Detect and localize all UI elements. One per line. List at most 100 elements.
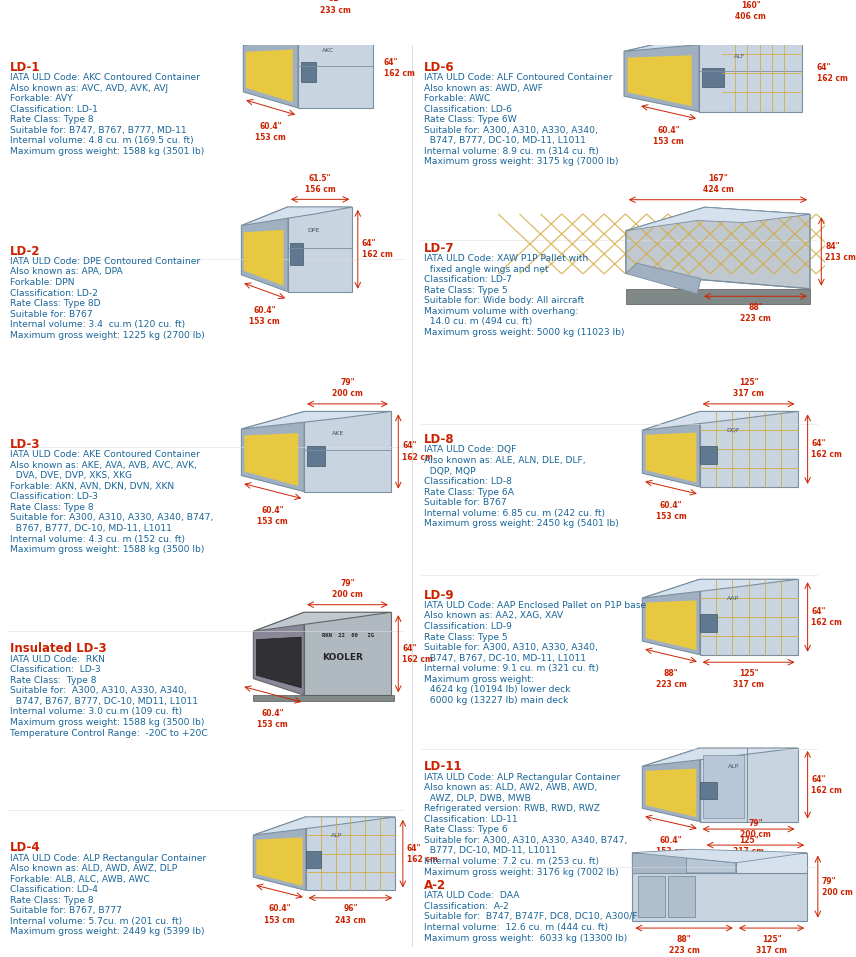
Bar [668, 877, 695, 917]
Text: Internal volume:  12.6 cu. m (444 cu. ft): Internal volume: 12.6 cu. m (444 cu. ft) [424, 923, 608, 932]
Polygon shape [642, 412, 699, 487]
Text: 160"
406 cm: 160" 406 cm [735, 1, 766, 21]
Text: Rate Class: Type 6W: Rate Class: Type 6W [424, 115, 517, 124]
Text: Rate Class: Type 5: Rate Class: Type 5 [424, 286, 508, 295]
Text: Maximum gross weight: 1225 kg (2700 lb): Maximum gross weight: 1225 kg (2700 lb) [9, 331, 205, 340]
Text: ALP: ALP [728, 764, 739, 768]
Text: IATA ULD Code: AKC Contoured Container: IATA ULD Code: AKC Contoured Container [9, 73, 199, 82]
Text: 64"
162 cm: 64" 162 cm [407, 843, 437, 863]
Text: Classification: LD-8: Classification: LD-8 [424, 478, 512, 486]
Text: Classification:  LD-3: Classification: LD-3 [9, 665, 100, 675]
Polygon shape [243, 28, 298, 108]
Bar [703, 755, 744, 818]
Text: IATA ULD Code: ALF Contoured Container: IATA ULD Code: ALF Contoured Container [424, 73, 613, 82]
Text: Rate Class: Type 8D: Rate Class: Type 8D [9, 300, 100, 308]
Text: 64"
162 cm: 64" 162 cm [811, 775, 842, 795]
Text: 4624 kg (10194 lb) lower deck: 4624 kg (10194 lb) lower deck [424, 685, 571, 695]
Text: Classification: LD-7: Classification: LD-7 [424, 275, 512, 284]
Text: Also known as: APA, DPA: Also known as: APA, DPA [9, 267, 122, 277]
Text: IATA ULD Code: ALP Rectangular Container: IATA ULD Code: ALP Rectangular Container [424, 772, 621, 782]
Polygon shape [633, 853, 736, 873]
Text: Rate Class: Type 5: Rate Class: Type 5 [424, 633, 508, 641]
Text: Maximum gross weight: 1588 kg (3501 lb): Maximum gross weight: 1588 kg (3501 lb) [9, 147, 204, 156]
Polygon shape [699, 748, 798, 821]
Text: Maximum gross weight:: Maximum gross weight: [424, 675, 534, 684]
Text: Classification: LD-3: Classification: LD-3 [9, 492, 98, 501]
Text: Suitable for: A300, A310, A330, A340, B747,: Suitable for: A300, A310, A330, A340, B7… [424, 835, 627, 845]
Bar [300, 62, 316, 82]
Text: Maximum gross weight: 1588 kg (3500 lb): Maximum gross weight: 1588 kg (3500 lb) [9, 718, 204, 727]
Polygon shape [243, 28, 373, 45]
Text: AKE: AKE [332, 432, 345, 436]
Text: DPE: DPE [307, 228, 319, 234]
Text: 60.4"
153 cm: 60.4" 153 cm [656, 835, 687, 856]
Text: Maximum volume with overhang:: Maximum volume with overhang: [424, 307, 579, 316]
Text: 125"
317 cm: 125" 317 cm [733, 669, 764, 689]
Text: 125"
317 cm: 125" 317 cm [756, 935, 787, 955]
Bar [699, 782, 716, 799]
Text: LD-9: LD-9 [424, 589, 455, 602]
Text: 60.4"
153 cm: 60.4" 153 cm [258, 505, 288, 525]
Text: ALF: ALF [734, 54, 746, 58]
Polygon shape [642, 579, 699, 655]
Text: 60.4"
153 cm: 60.4" 153 cm [258, 709, 288, 729]
Text: Also known as: AWD, AWF: Also known as: AWD, AWF [424, 83, 543, 93]
Text: Maximum gross weight: 2450 kg (5401 lb): Maximum gross weight: 2450 kg (5401 lb) [424, 520, 619, 528]
Text: 14.0 cu. m (494 cu. ft): 14.0 cu. m (494 cu. ft) [424, 318, 532, 326]
Text: 64"
162 cm: 64" 162 cm [361, 239, 393, 259]
Polygon shape [288, 207, 353, 292]
Text: LD-4: LD-4 [9, 841, 40, 855]
Polygon shape [253, 817, 395, 835]
Text: 60.4"
153 cm: 60.4" 153 cm [653, 125, 684, 145]
Text: 64"
162 cm: 64" 162 cm [402, 644, 433, 664]
Text: Temperature Control Range:  -20C to +20C: Temperature Control Range: -20C to +20C [9, 728, 207, 738]
Text: Classification: LD-9: Classification: LD-9 [424, 622, 512, 631]
Text: IATA ULD Code:  DAA: IATA ULD Code: DAA [424, 891, 520, 901]
Text: Suitable for: A300, A310, A330, A340,: Suitable for: A300, A310, A330, A340, [424, 643, 598, 652]
Polygon shape [304, 412, 391, 492]
Polygon shape [241, 412, 304, 492]
Text: B767, B777, DC-10, MD-11, L1011: B767, B777, DC-10, MD-11, L1011 [9, 524, 171, 533]
Text: 167"
424 cm: 167" 424 cm [703, 174, 734, 194]
Text: Suitable for: Wide body: All aircraft: Suitable for: Wide body: All aircraft [424, 297, 585, 305]
Text: 60.4"
153 cm: 60.4" 153 cm [265, 904, 294, 924]
Text: 88"
223 cm: 88" 223 cm [669, 935, 699, 955]
Text: KOOLER: KOOLER [323, 654, 364, 662]
Text: Forkable: AWC: Forkable: AWC [424, 94, 490, 103]
Text: Also known as: ALD, AWD, AWZ, DLP: Also known as: ALD, AWD, AWZ, DLP [9, 864, 177, 873]
Text: 64"
162 cm: 64" 162 cm [402, 441, 433, 461]
Text: Internal volume: 6.85 cu. m (242 cu. ft): Internal volume: 6.85 cu. m (242 cu. ft) [424, 509, 605, 518]
Text: IATA ULD Code: DQF: IATA ULD Code: DQF [424, 445, 516, 455]
Text: IATA ULD Code: XAW P1P Pallet with: IATA ULD Code: XAW P1P Pallet with [424, 254, 588, 263]
Polygon shape [256, 837, 303, 886]
Polygon shape [645, 600, 696, 650]
Polygon shape [246, 50, 293, 102]
Text: IATA ULD Code: DPE Contoured Container: IATA ULD Code: DPE Contoured Container [9, 256, 200, 266]
Text: Rate Class: Type 6: Rate Class: Type 6 [424, 825, 508, 835]
Polygon shape [626, 208, 810, 231]
Text: Internal volume: 7.2 cu. m (253 cu. ft): Internal volume: 7.2 cu. m (253 cu. ft) [424, 857, 599, 866]
Text: Maximum gross weight: 5000 kg (11023 lb): Maximum gross weight: 5000 kg (11023 lb) [424, 328, 625, 337]
Bar [699, 614, 716, 632]
Text: Forkable: AVY: Forkable: AVY [9, 94, 73, 103]
Bar [699, 446, 716, 464]
Text: Classification: LD-2: Classification: LD-2 [9, 288, 98, 298]
Text: Maximum gross weight: 2449 kg (5399 lb): Maximum gross weight: 2449 kg (5399 lb) [9, 927, 204, 937]
Polygon shape [241, 412, 391, 429]
Text: AAP: AAP [728, 595, 740, 601]
Bar [307, 446, 325, 466]
Text: Maximum gross weight:  6033 kg (13300 lb): Maximum gross weight: 6033 kg (13300 lb) [424, 933, 627, 943]
Bar [253, 695, 394, 701]
Text: 64"
162 cm: 64" 162 cm [383, 57, 414, 78]
Text: Internal volume: 3.4  cu.m (120 cu. ft): Internal volume: 3.4 cu.m (120 cu. ft) [9, 321, 185, 329]
Text: Maximum gross weight: 1588 kg (3500 lb): Maximum gross weight: 1588 kg (3500 lb) [9, 545, 204, 554]
Polygon shape [627, 56, 692, 106]
Text: 125"
317 cm: 125" 317 cm [733, 835, 764, 856]
Text: Rate Class:  Type 8: Rate Class: Type 8 [9, 676, 96, 685]
Text: Also known as: AKE, AVA, AVB, AVC, AVK,: Also known as: AKE, AVA, AVB, AVC, AVK, [9, 460, 197, 470]
Polygon shape [253, 612, 304, 695]
Text: Internal volume: 5.7cu. m (201 cu. ft): Internal volume: 5.7cu. m (201 cu. ft) [9, 917, 181, 926]
Polygon shape [626, 263, 701, 294]
Polygon shape [736, 853, 807, 873]
Text: DQP, MQP: DQP, MQP [424, 466, 476, 476]
